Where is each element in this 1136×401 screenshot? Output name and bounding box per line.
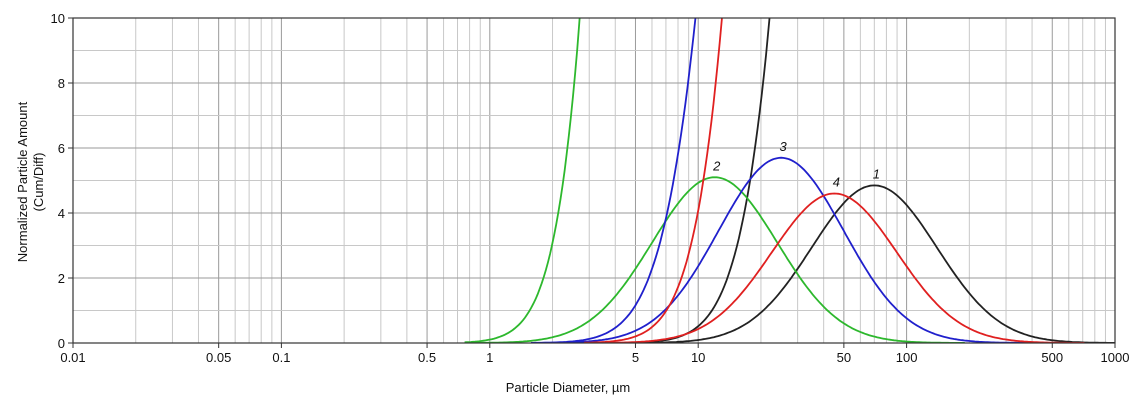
cum-curve-3 bbox=[531, 18, 697, 343]
cum-curve-4 bbox=[584, 18, 723, 343]
x-tick-label: 0.01 bbox=[60, 350, 85, 365]
x-tick-label: 5 bbox=[632, 350, 639, 365]
diff-curve-1 bbox=[624, 184, 1115, 343]
x-tick-label: 10 bbox=[691, 350, 705, 365]
curve-label-2: 2 bbox=[712, 158, 721, 173]
y-tick-label: 10 bbox=[51, 11, 65, 26]
x-tick-label: 500 bbox=[1041, 350, 1063, 365]
diff-curve-2 bbox=[464, 176, 965, 343]
curve-labels: 1 2 3 4 bbox=[712, 139, 880, 190]
curve-label-4: 4 bbox=[833, 175, 840, 190]
x-tick-label: 0.05 bbox=[206, 350, 231, 365]
x-tick-label: 0.1 bbox=[272, 350, 290, 365]
x-tick-label: 1 bbox=[486, 350, 493, 365]
curves-layer bbox=[464, 18, 1115, 343]
cum-curve-2 bbox=[464, 18, 581, 343]
y-tick-labels: 0 2 4 6 8 10 bbox=[51, 11, 65, 351]
y-tick-label: 0 bbox=[58, 336, 65, 351]
x-tick-label: 1000 bbox=[1101, 350, 1130, 365]
x-tick-label: 100 bbox=[896, 350, 918, 365]
y-tick-label: 2 bbox=[58, 271, 65, 286]
x-axis-label: Particle Diameter, µm bbox=[506, 380, 631, 395]
curve-label-1: 1 bbox=[873, 166, 880, 181]
diff-curve-4 bbox=[584, 192, 1085, 343]
grid-layer bbox=[73, 18, 1115, 343]
curve-label-3: 3 bbox=[780, 139, 788, 154]
x-tick-labels: 0.01 0.05 0.1 0.5 1 5 10 50 100 500 1000 bbox=[60, 350, 1129, 365]
frame-layer bbox=[68, 17, 1116, 348]
plot-frame bbox=[72, 17, 1116, 344]
y-tick-label: 8 bbox=[58, 76, 65, 91]
cum-curve-1 bbox=[624, 18, 771, 343]
y-axis-label: Normalized Particle Amount bbox=[15, 101, 30, 262]
x-tick-label: 50 bbox=[837, 350, 851, 365]
x-tick-label: 0.5 bbox=[418, 350, 436, 365]
diff-curve-3 bbox=[531, 156, 1032, 343]
y-axis-label-sub: (Cum/Diff) bbox=[31, 153, 46, 212]
y-tick-label: 6 bbox=[58, 141, 65, 156]
y-tick-label: 4 bbox=[58, 206, 65, 221]
